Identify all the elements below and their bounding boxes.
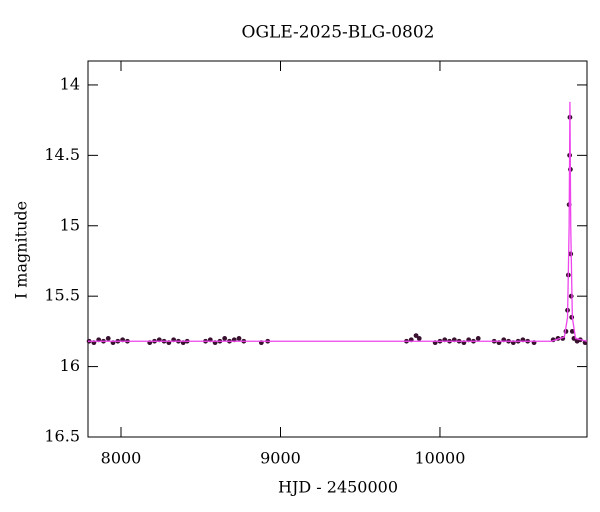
chart-title: OGLE-2025-BLG-0802 [242,23,435,43]
y-tick-label: 16 [60,356,80,375]
data-point [105,336,111,341]
data-point [413,333,419,339]
y-axis-label: I magnitude [12,201,31,299]
x-axis-label: HJD - 2450000 [278,478,398,497]
y-tick-label: 14 [60,74,80,93]
y-tick-label: 14.5 [44,145,80,164]
x-tick-label: 9000 [260,449,301,468]
plot-frame [87,60,588,438]
data-point [416,336,422,341]
y-tick-label: 15.5 [44,286,80,305]
x-tick-label: 10000 [415,449,466,468]
data-point [475,336,481,341]
x-tick-label: 8000 [101,449,142,468]
data-point [236,336,242,341]
data-point [222,336,228,341]
model-line [88,101,588,342]
y-tick-label: 16.5 [44,427,80,446]
data-point [568,293,574,299]
data-point [569,328,575,334]
y-tick-label: 15 [60,215,80,234]
